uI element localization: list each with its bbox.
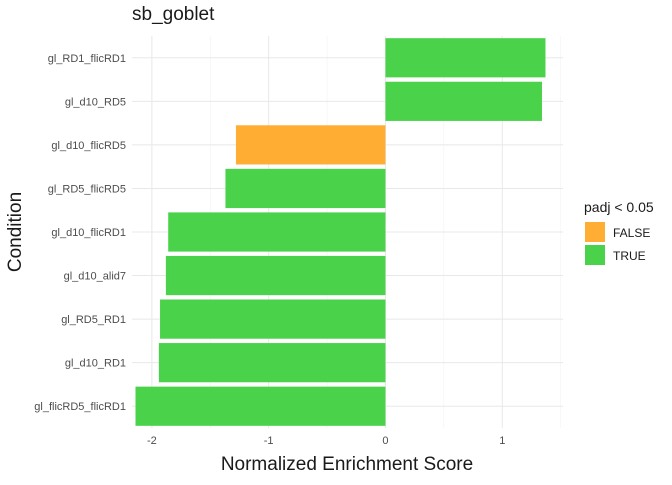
bar-gl_d10_RD1 — [158, 343, 386, 383]
legend: padj < 0.05 FALSE TRUE — [584, 199, 654, 265]
x-tick-label: -1 — [264, 435, 274, 447]
y-tick-label: gl_d10_flicRD1 — [51, 227, 126, 239]
y-tick-label: gl_RD5_flicRD5 — [48, 183, 126, 195]
legend-label-true: TRUE — [613, 249, 646, 263]
bar-gl_flicRD5_flicRD1 — [135, 386, 386, 426]
legend-title: padj < 0.05 — [584, 199, 654, 215]
x-axis-title: Normalized Enrichment Score — [221, 454, 473, 475]
bar-gl_RD1_flicRD1 — [385, 38, 546, 78]
bar-gl_RD5_flicRD5 — [225, 168, 386, 209]
bar-gl_RD5_RD1 — [160, 299, 386, 339]
y-tick-label: gl_RD5_RD1 — [61, 314, 126, 326]
y-tick-label: gl_flicRD5_flicRD1 — [34, 401, 126, 413]
bar-gl_d10_RD5 — [385, 81, 542, 121]
y-tick-label: gl_d10_RD1 — [65, 358, 126, 370]
y-tick-label: gl_d10_RD5 — [65, 96, 126, 108]
legend-label-false: FALSE — [613, 226, 650, 240]
chart-title: sb_goblet — [132, 4, 215, 25]
tick-layer: gl_RD1_flicRD1 gl_d10_RD5 gl_d10_flicRD5gl… — [34, 53, 505, 447]
legend-key-true — [585, 245, 605, 265]
x-tick-label: -2 — [147, 435, 157, 447]
bar-gl_d10_flicRD1 — [168, 212, 386, 252]
legend-key-false — [585, 222, 605, 242]
bar-layer — [135, 38, 546, 426]
y-axis-title: Condition — [5, 192, 26, 272]
bar-gl_d10_alid7 — [165, 255, 386, 296]
x-tick-label: 0 — [382, 435, 388, 447]
y-tick-label: gl_d10_alid7 — [64, 271, 126, 283]
x-tick-label: 1 — [499, 435, 505, 447]
bar-gl_d10_flicRD5 — [235, 125, 386, 165]
y-tick-label: gl_RD1_flicRD1 — [48, 53, 126, 65]
y-tick-label: gl_d10_flicRD5 — [51, 140, 126, 152]
